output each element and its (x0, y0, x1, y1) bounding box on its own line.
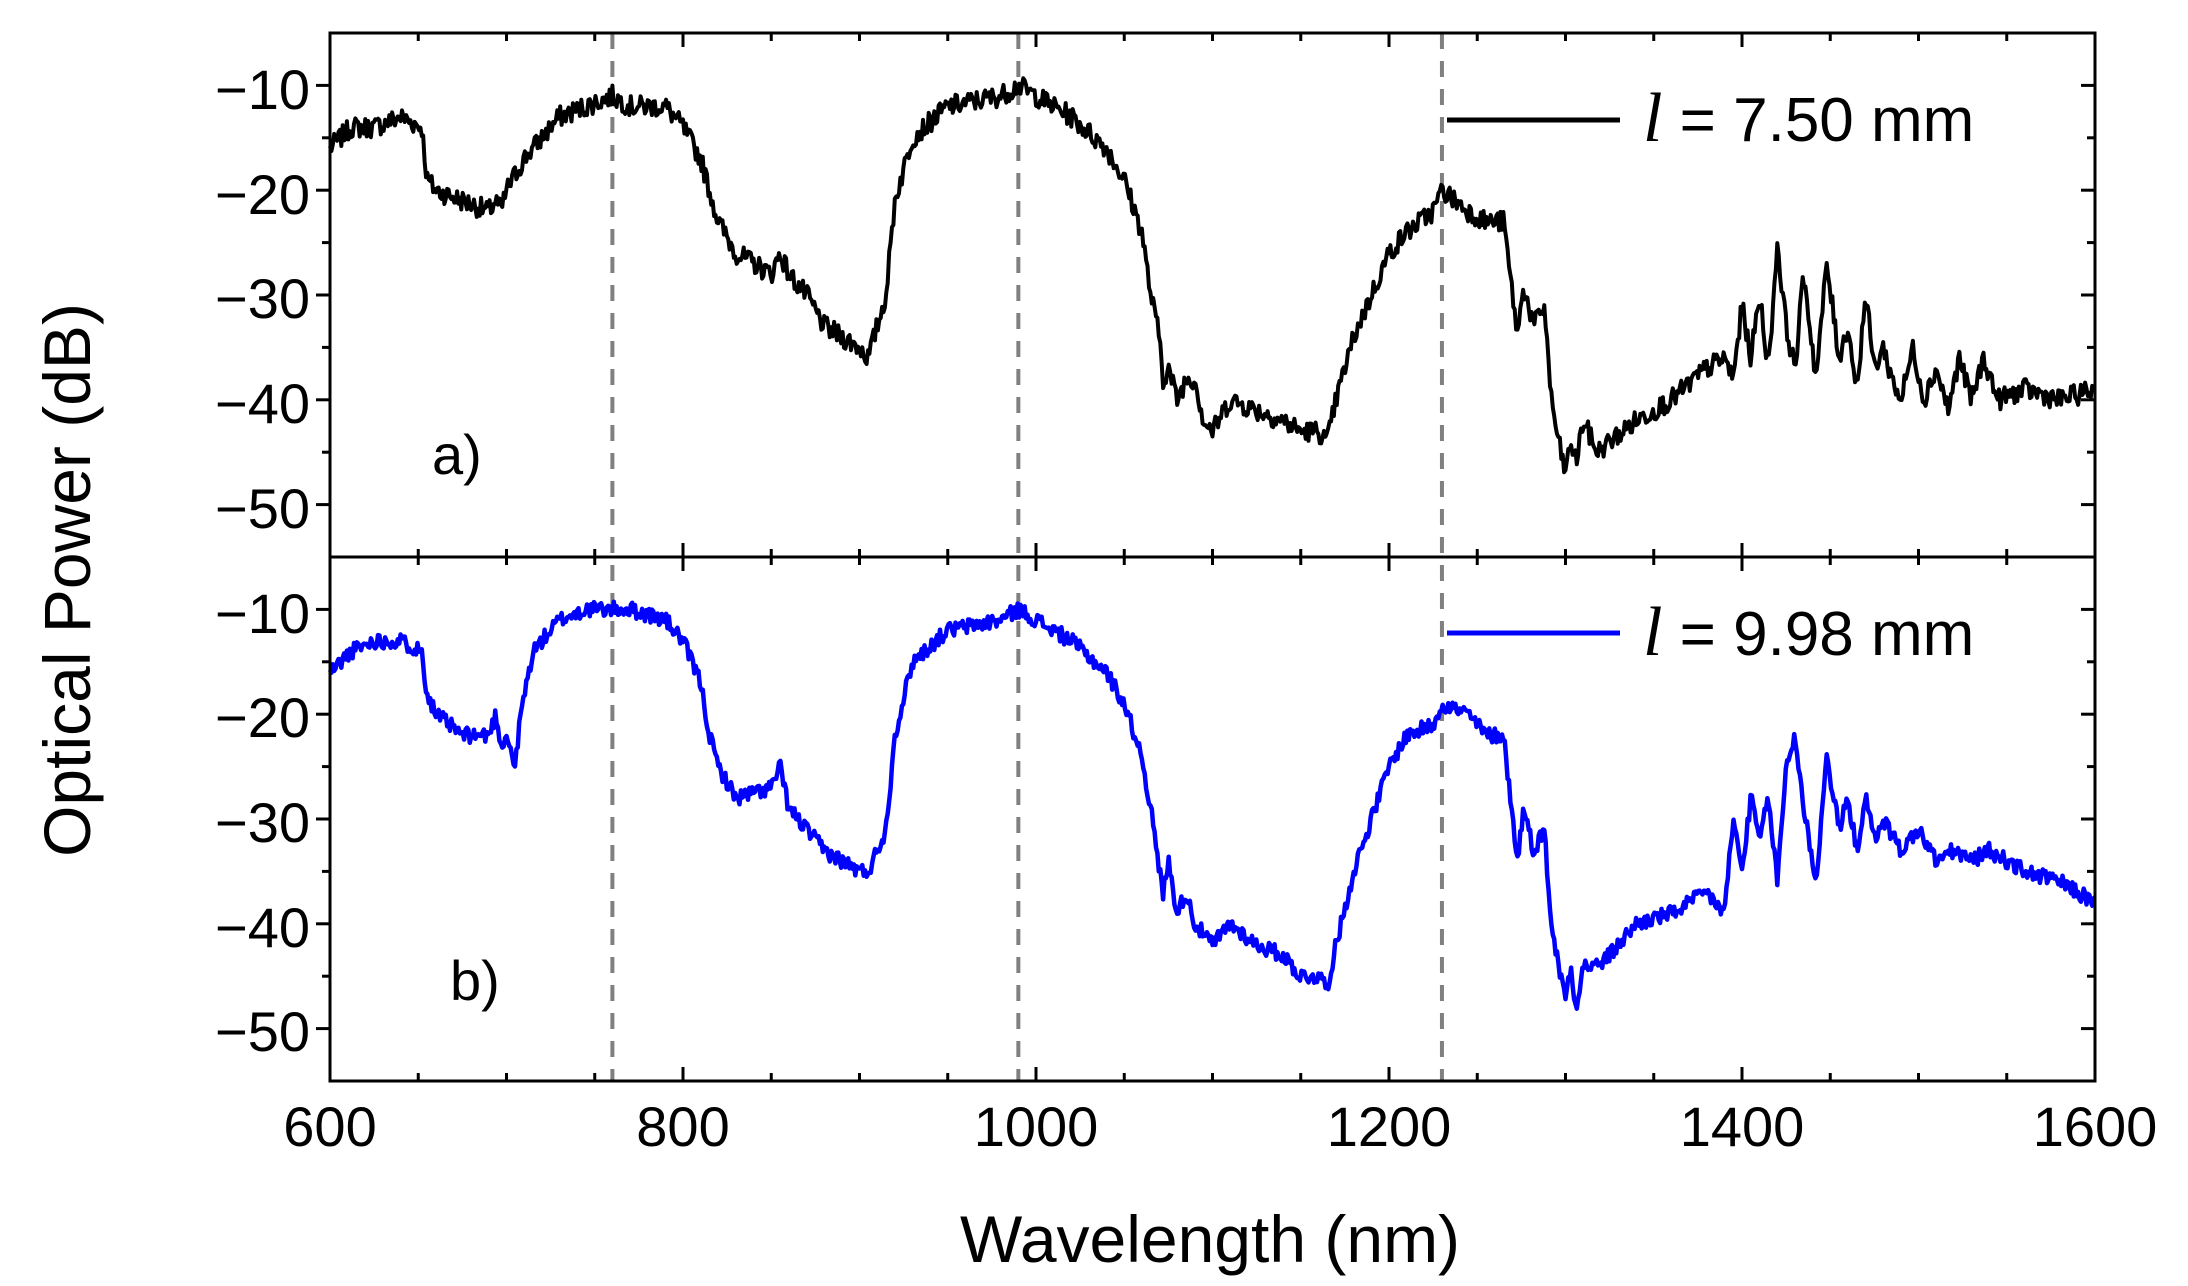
legend-a: l = 7.50 mm (1447, 80, 1974, 157)
x-tick-label-4: 1400 (1680, 1095, 1805, 1158)
y-tick-label-a-4: −50 (215, 477, 310, 540)
panel-label-b: b) (450, 949, 500, 1012)
legend-b: l = 9.98 mm (1447, 594, 1974, 671)
y-tick-label-b-1: −20 (215, 686, 310, 749)
y-tick-label-a-1: −20 (215, 163, 310, 226)
x-axis-title: Wavelength (nm) (960, 1202, 1460, 1276)
y-tick-label-b-2: −30 (215, 791, 310, 854)
legend-value-b: = 9.98 mm (1662, 600, 1974, 669)
y-tick-label-a-3: −40 (215, 372, 310, 435)
x-tick-label-5: 1600 (2033, 1095, 2158, 1158)
x-tick-label-1: 800 (636, 1095, 729, 1158)
x-tick-label-3: 1200 (1327, 1095, 1452, 1158)
series-a (328, 76, 2097, 475)
x-tick-label-2: 1000 (974, 1095, 1099, 1158)
reference-lines (610, 33, 1444, 1081)
y-tick-label-b-4: −50 (215, 1000, 310, 1063)
y-axis-title: Optical Power (dB) (30, 303, 104, 857)
y-tick-label-b-0: −10 (215, 582, 310, 645)
legend-value-a: = 7.50 mm (1662, 86, 1974, 155)
legend-symbol-b: l (1643, 594, 1662, 671)
series-line-b (327, 599, 2097, 1011)
legend-symbol-a: l (1643, 80, 1662, 157)
series-line-a (328, 76, 2097, 475)
legend-label-b: l = 9.98 mm (1643, 594, 1974, 671)
y-tick-label-a-2: −30 (215, 267, 310, 330)
series-b (327, 599, 2097, 1011)
x-tick-label-0: 600 (283, 1095, 376, 1158)
legend-label-a: l = 7.50 mm (1643, 80, 1974, 157)
axis-ticks (316, 33, 2097, 1081)
y-tick-label-b-3: −40 (215, 896, 310, 959)
y-tick-label-a-0: −10 (215, 58, 310, 121)
panel-label-a: a) (432, 423, 482, 486)
